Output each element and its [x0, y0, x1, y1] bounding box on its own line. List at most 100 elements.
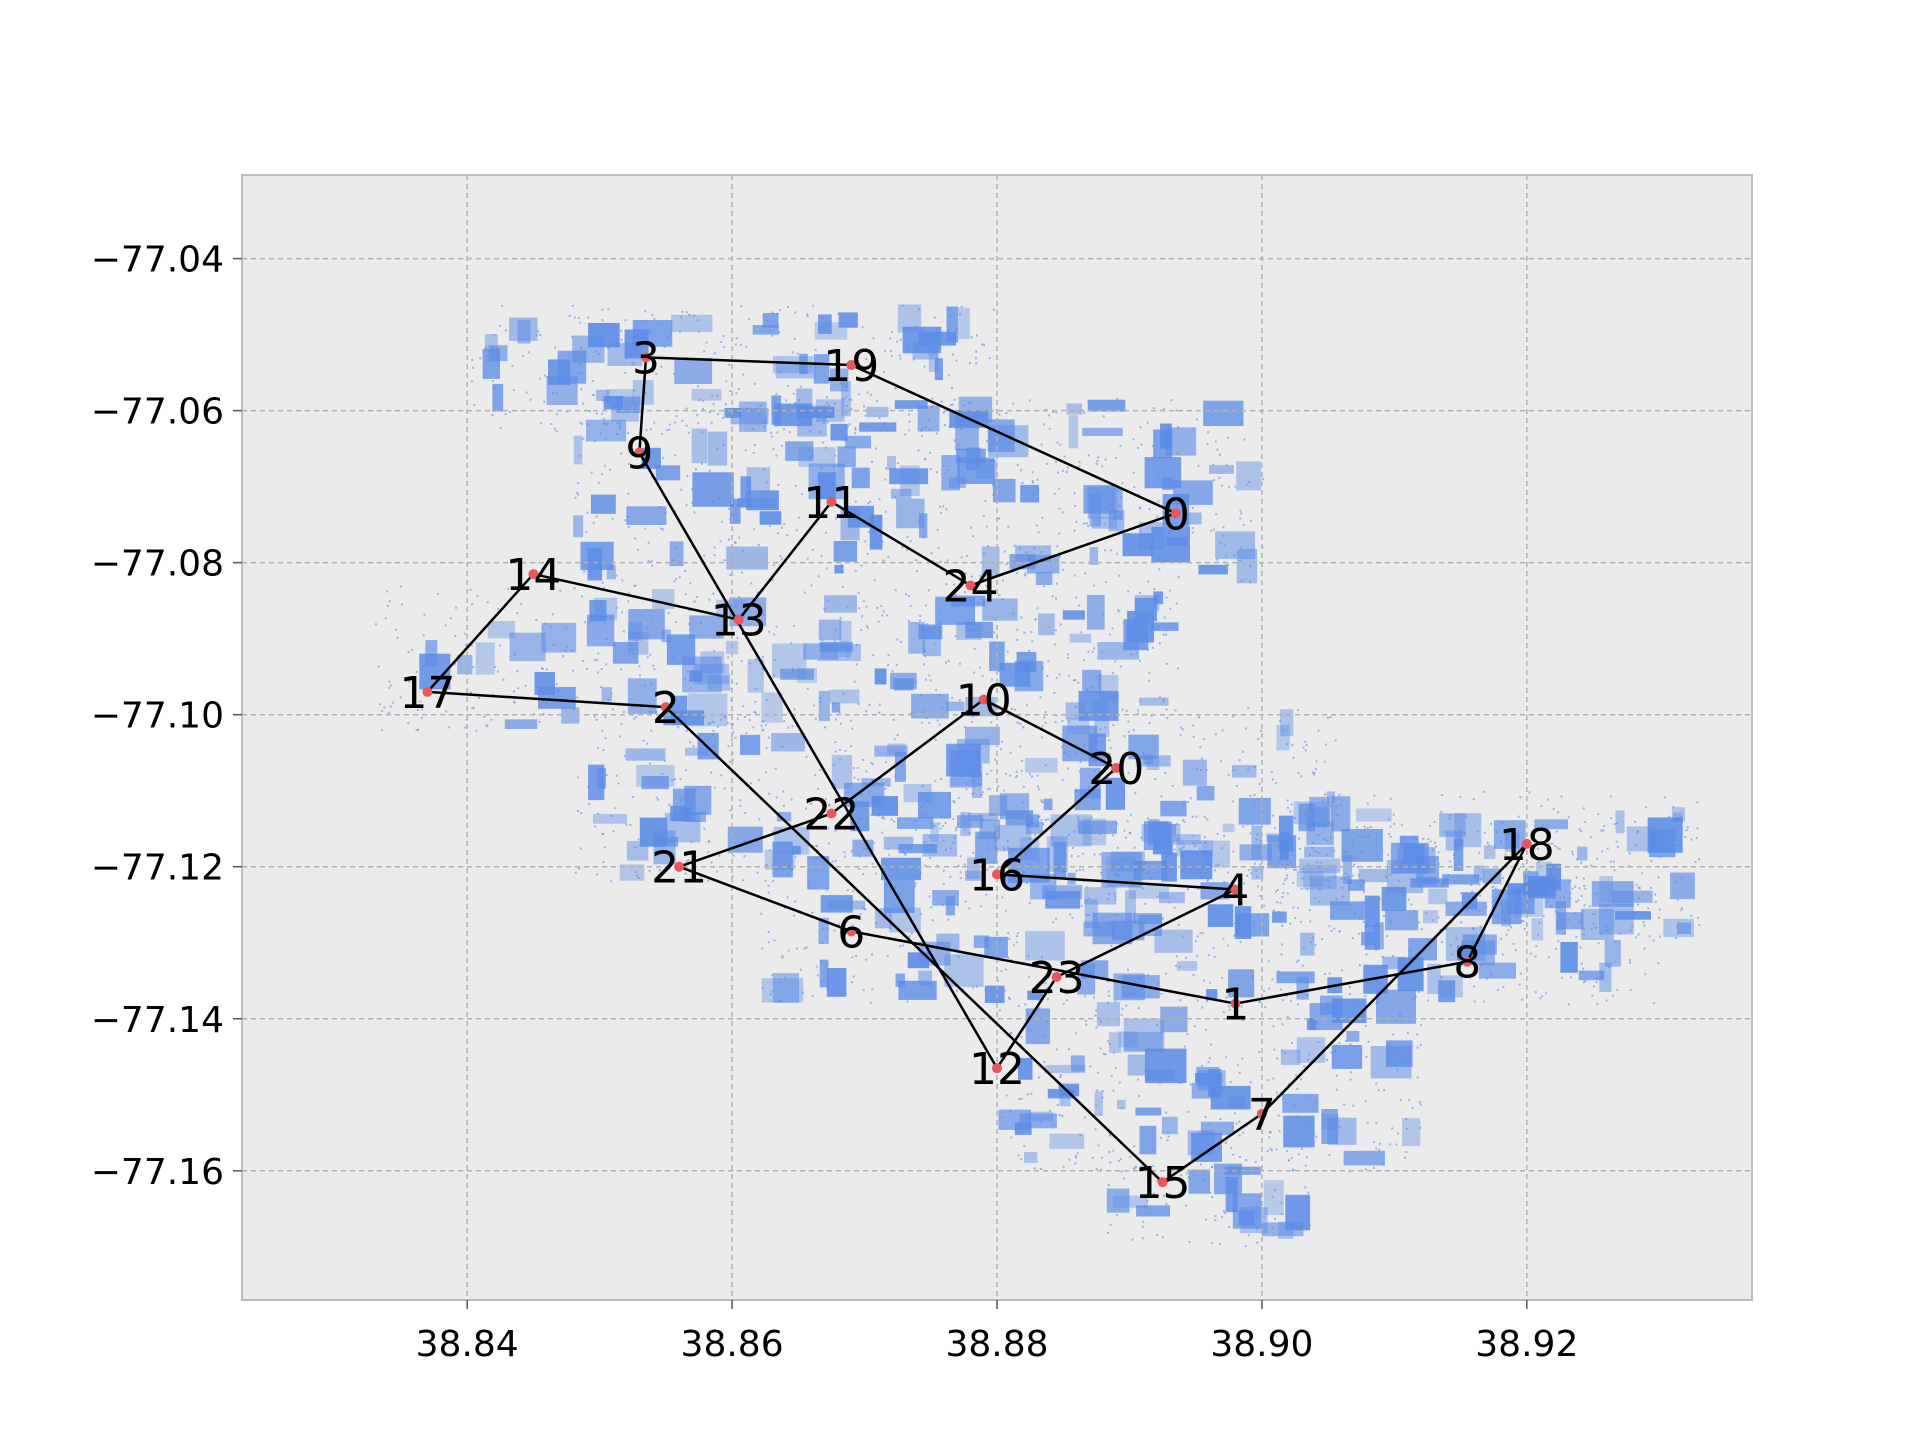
cloud-point	[1269, 1147, 1272, 1150]
cloud-point	[1360, 851, 1363, 853]
cloud-point	[635, 870, 638, 873]
cloud-point	[1230, 1147, 1232, 1150]
cloud-patch	[1089, 547, 1099, 565]
cloud-point	[758, 818, 761, 821]
cloud-point	[1335, 813, 1338, 816]
cloud-point	[998, 670, 1001, 673]
cloud-point	[1238, 1134, 1241, 1137]
cloud-point	[917, 449, 920, 452]
cloud-point	[1284, 1051, 1287, 1054]
cloud-point	[1256, 1241, 1259, 1244]
cloud-point	[1139, 592, 1141, 594]
cloud-patch	[746, 467, 771, 491]
cloud-point	[952, 800, 955, 803]
cloud-point	[942, 883, 945, 886]
cloud-point	[469, 691, 472, 694]
cloud-point	[1273, 1048, 1276, 1051]
cloud-point	[915, 348, 917, 351]
cloud-point	[1154, 778, 1157, 781]
cloud-point	[502, 678, 505, 681]
cloud-point	[1168, 589, 1171, 592]
cloud-point	[607, 698, 610, 701]
cloud-point	[757, 543, 760, 546]
cloud-point	[1114, 660, 1117, 663]
cloud-point	[1393, 907, 1396, 909]
cloud-patch	[1482, 868, 1502, 884]
cloud-patch	[988, 795, 1007, 816]
cloud-point	[967, 759, 969, 762]
cloud-point	[1107, 1001, 1110, 1004]
cloud-point	[939, 560, 942, 563]
cloud-point	[1589, 836, 1592, 839]
cloud-patch	[887, 456, 896, 470]
cloud-point	[1194, 940, 1197, 943]
cloud-point	[1482, 941, 1485, 944]
route-segment	[737, 501, 833, 621]
cloud-point	[1408, 950, 1411, 953]
cloud-point	[1041, 800, 1044, 803]
cloud-point	[1085, 914, 1088, 917]
cloud-point	[887, 428, 889, 431]
cloud-point	[853, 680, 856, 683]
cloud-point	[765, 746, 768, 749]
cloud-point	[909, 540, 912, 543]
cloud-point	[842, 397, 845, 400]
cloud-point	[1335, 1118, 1338, 1121]
cloud-point	[1568, 1003, 1570, 1006]
cloud-patch	[818, 472, 836, 500]
cloud-point	[1039, 1168, 1042, 1170]
cloud-point	[1231, 715, 1234, 718]
cloud-point	[655, 796, 658, 799]
route-node	[733, 614, 744, 625]
cloud-patch	[740, 734, 761, 755]
cloud-point	[1399, 1013, 1402, 1016]
cloud-point	[811, 911, 814, 914]
node-label: 3	[632, 333, 660, 384]
cloud-patch	[944, 954, 984, 987]
cloud-point	[381, 729, 384, 732]
cloud-point	[1321, 818, 1324, 821]
cloud-point	[886, 955, 889, 958]
cloud-point	[601, 729, 604, 732]
cloud-point	[1104, 549, 1107, 552]
cloud-point	[1561, 976, 1563, 979]
cloud-point	[732, 854, 735, 857]
cloud-point	[1270, 1149, 1273, 1152]
cloud-point	[793, 708, 796, 711]
cloud-point	[787, 872, 790, 875]
cloud-point	[543, 400, 546, 403]
cloud-point	[845, 412, 847, 415]
cloud-patch	[1236, 461, 1262, 491]
cloud-point	[1212, 463, 1215, 466]
cloud-point	[1304, 1164, 1307, 1167]
cloud-point	[981, 626, 984, 628]
cloud-point	[803, 947, 806, 950]
cloud-point	[1195, 815, 1198, 818]
cloud-point	[1031, 640, 1034, 643]
cloud-point	[1083, 411, 1085, 414]
cloud-point	[635, 640, 638, 643]
cloud-point	[1100, 706, 1103, 709]
route-node	[826, 496, 837, 507]
cloud-point	[1017, 1154, 1020, 1157]
cloud-point	[1411, 965, 1414, 968]
cloud-point	[1221, 1216, 1224, 1219]
cloud-point	[857, 592, 860, 594]
cloud-point	[1258, 783, 1261, 785]
cloud-point	[1222, 526, 1225, 529]
cloud-point	[1300, 920, 1302, 923]
cloud-point	[719, 540, 722, 543]
cloud-point	[713, 546, 716, 549]
cloud-point	[827, 827, 830, 830]
cloud-point	[577, 317, 580, 319]
cloud-point	[1435, 845, 1438, 848]
cloud-point	[611, 517, 614, 520]
cloud-point	[1024, 574, 1027, 577]
cloud-point	[928, 674, 931, 677]
cloud-point	[1652, 939, 1655, 942]
cloud-point	[504, 413, 507, 416]
node-label: 2	[652, 683, 680, 734]
cloud-point	[1369, 826, 1372, 829]
cloud-point	[1194, 844, 1197, 847]
cloud-point	[957, 864, 960, 867]
